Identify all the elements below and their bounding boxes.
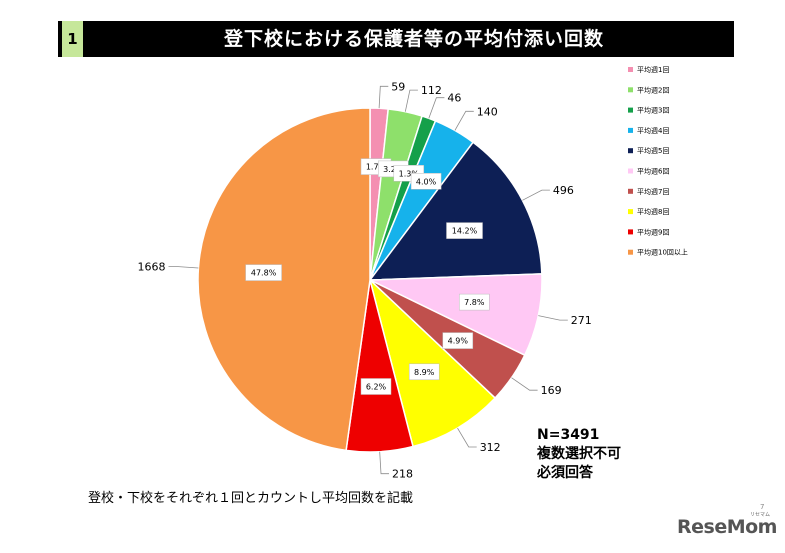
sample-size: N=3491 <box>537 427 600 443</box>
pie-slice <box>197 107 371 452</box>
leader-line <box>511 377 538 391</box>
percent-label: 47.8% <box>251 269 277 278</box>
leader-line <box>457 427 477 448</box>
legend-label: 平均週5回 <box>637 146 669 155</box>
value-label: 271 <box>571 314 592 327</box>
pie-slice <box>368 141 543 281</box>
leader-line <box>404 89 418 112</box>
leader-line <box>454 110 474 131</box>
value-label: 218 <box>392 468 413 481</box>
legend: 平均週1回平均週2回平均週3回平均週4回平均週5回平均週6回平均週7回平均週8回… <box>628 65 688 257</box>
value-label: 59 <box>391 80 405 93</box>
percent-label-box <box>459 293 490 311</box>
resemom-logo: ReseMom <box>677 516 777 538</box>
legend-label: 平均週7回 <box>637 187 669 196</box>
legend-label: 平均週4回 <box>637 126 669 135</box>
percent-label-box <box>410 173 442 190</box>
slide-number-badge: 1 <box>62 21 83 57</box>
pie-slice <box>368 277 497 448</box>
note-line-1: 複数選択不可 <box>537 446 621 462</box>
percent-label: 4.0% <box>416 177 437 186</box>
legend-label: 平均週6回 <box>637 167 669 176</box>
percent-label: 8.9% <box>414 368 435 377</box>
sample-notes: N=3491 複数選択不可 必須回答 <box>537 426 621 483</box>
page-number: 7 <box>760 503 765 511</box>
note-line-2: 必須回答 <box>537 465 593 481</box>
legend-label: 平均週8回 <box>637 207 669 216</box>
value-label: 112 <box>421 84 442 97</box>
value-label: 1668 <box>138 261 166 274</box>
value-label: 46 <box>447 92 461 105</box>
percent-label-box <box>446 222 483 239</box>
legend-swatch <box>628 249 633 255</box>
percent-label: 1.3% <box>399 169 420 178</box>
percent-label: 3.2% <box>383 165 404 174</box>
value-label: 312 <box>480 441 501 454</box>
leader-line <box>168 266 199 269</box>
legend-swatch <box>628 67 633 72</box>
percent-label: 1.7% <box>366 163 387 172</box>
legend-swatch <box>628 188 633 194</box>
legend-label: 平均週9回 <box>637 227 669 236</box>
resemom-logo-sub: リセマム <box>750 512 771 518</box>
legend-swatch <box>628 87 633 93</box>
footnote: 登校・下校をそれぞれ１回とカウントし平均回数を記載 <box>88 491 414 506</box>
legend-label: 平均週1回 <box>637 65 669 74</box>
percent-label: 6.2% <box>366 383 387 392</box>
chart-title: 登下校における保護者等の平均付添い回数 <box>223 28 604 50</box>
percent-label: 7.8% <box>464 298 485 307</box>
leader-line <box>379 451 389 475</box>
leader-line <box>522 189 550 201</box>
data-labels: 1.7% 59 3.2% 112 1.3% 46 4.0% 140 14.2% 496 7.8% 27… <box>138 80 592 480</box>
leader-line <box>428 97 445 119</box>
legend-swatch <box>628 127 633 133</box>
leader-line <box>378 85 389 109</box>
pie-slices <box>197 107 543 453</box>
legend-label: 平均週3回 <box>637 106 669 115</box>
value-label: 169 <box>541 384 562 397</box>
value-label: 496 <box>553 184 574 197</box>
legend-swatch <box>628 229 633 235</box>
legend-swatch <box>628 209 633 215</box>
percent-label-box <box>360 378 392 395</box>
title-bar: 1 登下校における保護者等の平均付添い回数 <box>58 21 734 57</box>
leader-lines <box>168 85 568 475</box>
legend-label: 平均週2回 <box>637 85 669 94</box>
leader-line <box>538 315 568 321</box>
value-label: 140 <box>477 105 498 118</box>
percent-label-box <box>442 332 474 349</box>
percent-label-box <box>245 264 282 281</box>
percent-label: 14.2% <box>452 227 478 236</box>
percent-label: 4.9% <box>448 337 469 346</box>
legend-label: 平均週10回以上 <box>637 248 688 257</box>
legend-swatch <box>628 107 633 113</box>
legend-swatch <box>628 168 633 174</box>
legend-swatch <box>628 148 633 154</box>
percent-label-box <box>408 363 440 381</box>
